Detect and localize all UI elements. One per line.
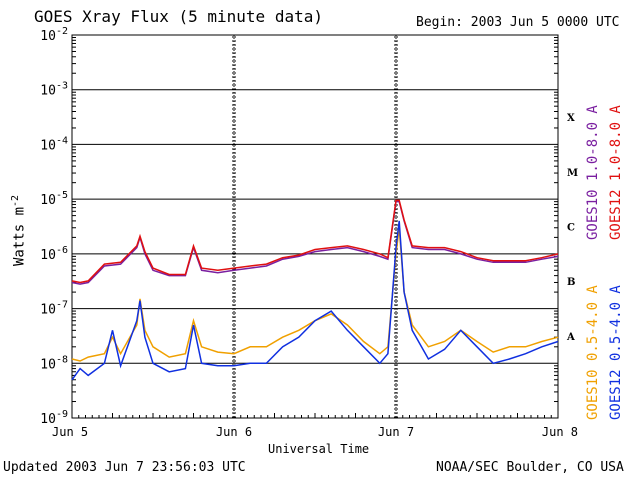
flare-class-label: A	[566, 332, 575, 343]
goes10-long-line	[71, 200, 559, 285]
legend-goes12-short: GOES12 0.5-4.0 A	[608, 285, 624, 420]
flare-class-label: B	[567, 277, 575, 288]
y-tick-label: 10-9	[40, 409, 68, 427]
y-axis-label-text: Watts m	[11, 206, 28, 266]
chart-title: GOES Xray Flux (5 minute data)	[34, 7, 323, 26]
x-tick-label: Jun 7	[378, 425, 414, 439]
begin-time-label: Begin: 2003 Jun 5 0000 UTC	[416, 15, 620, 30]
legend-goes10-long: GOES10 1.0-8.0 A	[585, 105, 601, 240]
y-axis-label: Watts m-2	[10, 195, 28, 266]
updated-timestamp: Updated 2003 Jun 7 23:56:03 UTC	[3, 460, 246, 475]
y-tick-label: 10-6	[40, 245, 68, 263]
y-tick-label: 10-5	[40, 190, 68, 208]
credit-label: NOAA/SEC Boulder, CO USA	[436, 460, 624, 475]
goes12-long-line	[71, 199, 559, 284]
legend-goes10-short: GOES10 0.5-4.0 A	[585, 285, 601, 420]
goes10-short-line	[71, 227, 559, 362]
y-axis-label-exponent: -2	[10, 194, 21, 207]
y-tick-label: 10-4	[40, 135, 68, 153]
goes12-short-line	[71, 220, 559, 381]
y-tick-label: 10-7	[40, 300, 68, 318]
y-tick-label: 10-2	[40, 26, 68, 44]
y-tick-label: 10-3	[40, 81, 68, 99]
flare-class-label: C	[567, 223, 575, 234]
x-tick-label: Jun 5	[52, 425, 88, 439]
x-tick-label: Jun 8	[542, 425, 578, 439]
x-axis-label: Universal Time	[268, 442, 370, 456]
plot-frame	[71, 34, 559, 419]
legend-goes12-long: GOES12 1.0-8.0 A	[608, 105, 624, 240]
flare-class-label: X	[567, 113, 575, 124]
flare-class-label: M	[567, 168, 578, 179]
y-tick-label: 10-8	[40, 354, 68, 372]
x-tick-label: Jun 6	[216, 425, 252, 439]
